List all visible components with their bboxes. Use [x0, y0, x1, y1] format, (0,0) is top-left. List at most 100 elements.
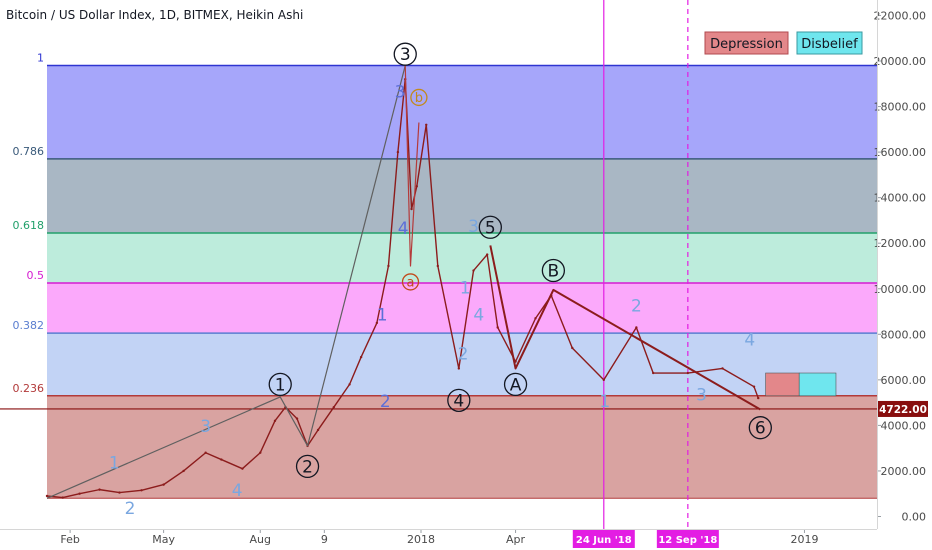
price-axis-divider: [877, 0, 878, 529]
wave-label: 3: [200, 417, 211, 437]
price-point: [534, 317, 537, 320]
wave-label: 4: [232, 481, 243, 501]
wave-label: 1: [377, 306, 388, 326]
price-point: [359, 355, 363, 359]
price-point: [602, 378, 605, 382]
price-point: [387, 264, 390, 268]
wave-label-circle: [393, 42, 417, 66]
time-axis-divider: [0, 529, 877, 530]
price-point: [348, 383, 351, 386]
fib-band-0.786: [47, 158, 877, 233]
price-point: [436, 264, 440, 268]
price-point: [78, 492, 81, 495]
wave-label: 3: [696, 385, 707, 405]
wave-label-circle: [401, 273, 420, 291]
wave-label: 4: [744, 331, 755, 351]
wave-label-circled: 5: [485, 218, 496, 238]
wave-label-circle: [748, 416, 772, 440]
price-point: [472, 269, 475, 272]
wave-label-circled: B: [548, 262, 560, 282]
price-point: [410, 207, 413, 211]
price-point: [316, 428, 320, 432]
wave-label-circle: [410, 88, 428, 107]
fib-band-0.5: [47, 283, 877, 334]
legend: Depression Disbelief: [704, 31, 863, 55]
y-tick-label: 16000.00: [874, 146, 927, 159]
wave-label-circled: 3: [400, 45, 411, 65]
wave-label-circled: b: [415, 91, 423, 106]
y-tick-label: 18000.00: [874, 101, 927, 114]
trend-line-0: [46, 65, 406, 499]
time-marker-label-0: 24 Jun '18: [576, 535, 632, 546]
time-marker-tag-0: [572, 530, 635, 548]
price-point: [45, 494, 49, 498]
y-tick-label: 20000.00: [874, 55, 927, 68]
y-tick-label: 10000.00: [874, 283, 927, 296]
wave-label-circled: A: [510, 375, 522, 395]
series-0: [45, 78, 760, 499]
zone-disbelief: [798, 372, 837, 397]
fib-retracement: 1 0.786 0.618 0.5 0.382 0.236: [13, 52, 877, 499]
price-point: [162, 483, 165, 486]
wave-label: 1: [109, 454, 120, 474]
chart-title: Bitcoin / US Dollar Index, 1D, BITMEX, H…: [6, 8, 304, 22]
trend-line-2: [404, 65, 420, 267]
trend-line-1: [489, 245, 761, 411]
price-point: [686, 371, 690, 375]
legend-label-1: Disbelief: [801, 37, 858, 52]
price-point: [757, 396, 760, 400]
price-point: [98, 488, 101, 491]
price-point: [259, 451, 262, 454]
y-tick-label: 8000.00: [881, 328, 927, 341]
x-tick-label: 2019: [790, 533, 818, 546]
time-marker-tag-1: [656, 530, 719, 548]
x-tick-label: Feb: [60, 533, 79, 546]
fib-level-label-0.382: 0.382: [13, 319, 45, 332]
wave-label-circled: 1: [275, 375, 286, 395]
wave-label: 3: [395, 82, 406, 102]
price-point: [220, 458, 223, 461]
y-tick-label: 12000.00: [874, 237, 927, 250]
wave-label: 3: [468, 217, 479, 237]
price-point: [752, 385, 756, 388]
wave-label-circle: [541, 258, 566, 283]
y-tick-label: 6000.00: [881, 374, 927, 387]
x-tick-label: Apr: [506, 533, 526, 546]
x-tick-label: May: [152, 533, 175, 546]
price-point: [295, 417, 299, 420]
price-point: [415, 185, 418, 188]
legend-swatch-1: [796, 31, 863, 55]
zone-depression: [765, 372, 800, 397]
price-point: [485, 253, 489, 256]
price-point: [425, 123, 428, 126]
wave-label: 2: [380, 392, 391, 412]
price-point: [118, 491, 121, 494]
price-point: [721, 367, 724, 370]
price-point: [241, 467, 244, 470]
price-axis: 22000.00 20000.00 18000.00 16000.00 14000.00…: [874, 9, 927, 523]
price-point: [273, 419, 277, 423]
y-tick-label: 0.00: [902, 511, 927, 524]
price-point: [496, 326, 499, 329]
price-point: [571, 346, 574, 350]
price-point: [651, 371, 655, 375]
wave-label-circled: a: [407, 275, 415, 290]
wave-label: 2: [631, 297, 642, 317]
fib-band-1: [47, 65, 877, 159]
legend-swatch-0: [704, 31, 789, 55]
wave-label: 2: [125, 499, 136, 519]
fib-level-label-0.236: 0.236: [13, 382, 45, 395]
wave-label: 4: [398, 219, 409, 239]
wave-label-circle: [478, 215, 502, 239]
wave-label: 2: [458, 344, 469, 364]
y-tick-label: 2000.00: [881, 465, 927, 478]
price-point: [332, 405, 336, 409]
price-point: [182, 469, 185, 473]
wave-label: 4: [473, 306, 484, 326]
legend-label-0: Depression: [710, 37, 783, 52]
x-tick-label: 2018: [407, 533, 435, 546]
fib-level-label-0.618: 0.618: [13, 219, 45, 232]
wave-label-circle: [447, 388, 471, 412]
wave-label-circled: 2: [302, 457, 313, 477]
